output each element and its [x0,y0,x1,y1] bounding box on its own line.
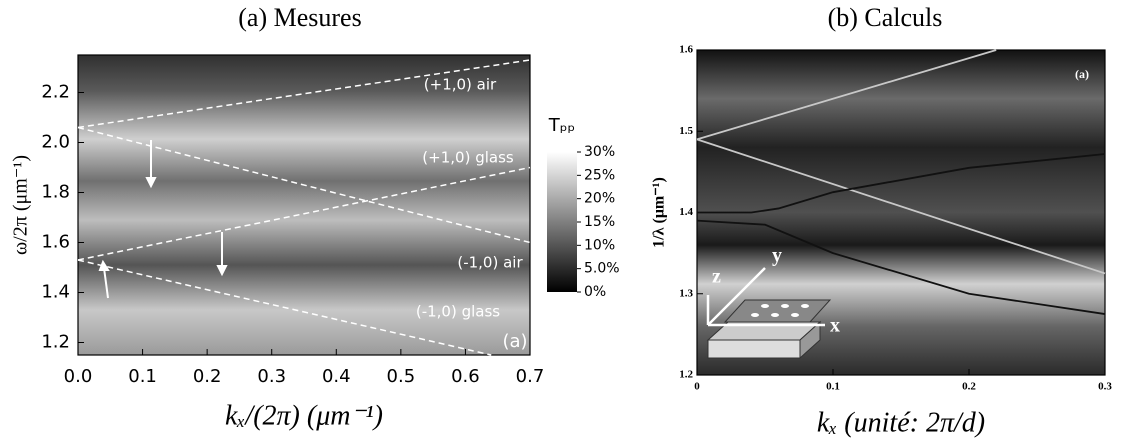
y-tick-label: 2.2 [41,82,70,103]
colorbar-tick-label: 5.0% [584,261,620,277]
colorbar-tick-label: 30% [584,144,615,160]
colorbar-title: Tₚₚ [548,115,575,136]
line-label: (+1,0) air [424,76,497,94]
annotation: (a) [502,331,527,352]
x-axis-label: kₓ/(2π) (μm⁻¹) [225,400,383,431]
data-line [697,153,1106,214]
y-tick-label: 1.6 [679,44,693,56]
y-axis-label: 1/λ (μm⁻¹) [651,177,668,248]
x-tick-label: 0.7 [516,366,545,387]
y-tick-label: 1.2 [679,369,693,381]
plot-frame [77,54,531,356]
x-axis-label: kₓ (unité: 2π/d) [817,407,985,438]
x-tick-label: 0.2 [193,366,222,387]
y-tick-label: 1.2 [41,332,70,353]
x-tick-label: 0.6 [451,366,480,387]
y-tick-label: 1.6 [41,232,70,253]
chart-title: (a) Mesures [238,3,361,32]
annotation: (a) [1075,67,1089,81]
data-line [696,138,1106,275]
inset-label: z [712,266,721,288]
y-tick-label: 1.3 [679,287,693,299]
x-tick-label: 0.3 [257,366,286,387]
colorbar [547,152,577,292]
x-tick-label: 0.0 [64,366,93,387]
x-tick-label: 0.5 [387,366,416,387]
inset-label: x [830,315,840,337]
y-axis-label: ω/2π (μm⁻¹) [10,155,32,255]
line-label: (+1,0) glass [422,149,514,167]
x-tick-label: 0.1 [826,381,840,393]
data-line [77,166,531,261]
inset-slab [706,267,832,360]
line-label: (-1,0) glass [416,303,500,321]
data-line [696,49,997,141]
colorbar-tick-label: 0% [584,284,606,300]
y-tick-label: 1.8 [41,182,70,203]
y-tick-label: 2.0 [41,132,70,153]
x-tick-label: 0.2 [962,381,976,393]
y-tick-label: 1.4 [679,206,693,218]
x-tick-label: 0 [694,381,700,393]
data-line [77,126,531,244]
x-tick-label: 0.1 [128,366,157,387]
x-tick-label: 0.3 [1098,381,1112,393]
colorbar-tick-label: 15% [584,214,615,230]
data-line [77,59,531,129]
y-tick-label: 1.4 [41,282,70,303]
data-line [77,259,492,356]
colorbar-tick-label: 10% [584,237,615,253]
inset-label: y [772,245,782,267]
line-label: (-1,0) air [457,254,523,272]
colorbar-tick-label: 25% [584,167,615,183]
y-tick-label: 1.5 [679,125,693,137]
data-line [696,219,1106,315]
heatmap [78,55,530,355]
chart-title: (b) Calculs [828,3,943,32]
colorbar-tick-label: 20% [584,191,615,207]
x-tick-label: 0.4 [322,366,351,387]
